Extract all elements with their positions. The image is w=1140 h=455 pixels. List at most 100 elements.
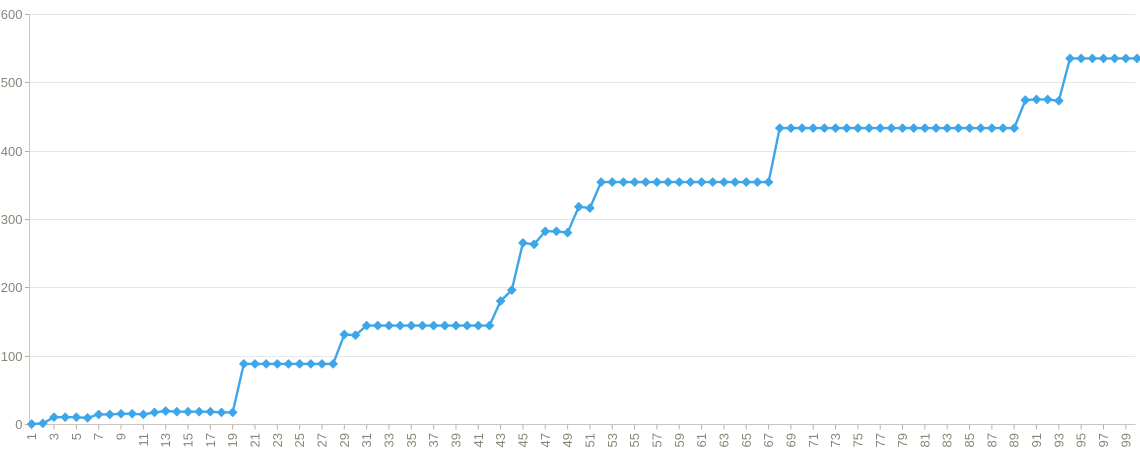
x-tick-label: 49	[560, 433, 575, 447]
data-point-marker	[1031, 94, 1042, 105]
data-point-marker	[328, 359, 338, 369]
data-point-marker	[507, 285, 517, 295]
data-point-marker	[27, 419, 37, 429]
data-point-marker	[786, 123, 796, 133]
data-point-marker	[663, 177, 673, 187]
data-point-marker	[819, 123, 830, 133]
x-tick-label: 13	[158, 433, 173, 447]
data-point-marker	[652, 177, 662, 187]
x-tick-label: 25	[292, 433, 307, 447]
data-point-marker	[1132, 53, 1140, 64]
data-point-marker	[149, 407, 160, 418]
data-point-marker	[1076, 53, 1086, 64]
x-tick-label: 43	[493, 433, 508, 447]
data-point-marker	[172, 407, 182, 417]
x-tick-label: 95	[1074, 433, 1089, 447]
data-point-marker	[495, 296, 506, 306]
data-point-marker	[730, 177, 740, 187]
data-point-marker	[484, 320, 495, 331]
x-tick-label: 9	[114, 433, 129, 440]
data-point-marker	[428, 320, 439, 331]
data-point-marker	[361, 320, 372, 331]
data-point-marker	[596, 177, 606, 187]
data-point-marker	[674, 177, 684, 187]
x-tick-label: 61	[694, 433, 709, 447]
x-tick-label: 81	[917, 433, 932, 447]
x-tick-label: 53	[605, 433, 620, 447]
data-point-marker	[931, 123, 941, 133]
x-tick-label: 97	[1096, 433, 1111, 447]
data-point-marker	[1121, 53, 1131, 64]
data-point-marker	[574, 202, 584, 212]
data-point-marker	[294, 359, 305, 369]
data-point-marker	[875, 123, 885, 133]
data-point-marker	[585, 203, 595, 213]
data-point-marker	[741, 177, 751, 187]
data-point-marker	[216, 407, 227, 418]
x-tick-label: 11	[136, 433, 151, 447]
data-point-marker	[71, 412, 82, 422]
data-point-marker	[261, 359, 271, 369]
data-point-marker	[1020, 95, 1031, 105]
x-tick-label: 87	[984, 433, 999, 447]
data-point-marker	[1042, 94, 1053, 105]
y-tick-label: 0	[15, 417, 22, 432]
data-point-marker	[909, 123, 919, 133]
x-tick-label: 57	[649, 433, 664, 447]
data-point-marker	[641, 177, 651, 187]
data-point-marker	[93, 409, 104, 420]
data-point-marker	[853, 123, 863, 133]
data-point-marker	[350, 330, 361, 340]
data-point-marker	[49, 412, 59, 422]
data-point-marker	[551, 226, 562, 236]
y-tick-label: 200	[1, 280, 23, 295]
data-point-marker	[685, 177, 696, 187]
x-tick-label: 77	[873, 433, 888, 447]
data-point-marker	[529, 239, 539, 249]
x-tick-label: 3	[47, 433, 62, 440]
data-point-marker	[864, 123, 874, 133]
data-point-marker	[462, 320, 472, 331]
x-tick-label: 35	[404, 433, 419, 447]
x-tick-label: 91	[1029, 433, 1044, 447]
data-point-marker	[775, 123, 785, 133]
data-point-marker	[194, 407, 204, 417]
data-point-marker	[82, 413, 93, 423]
data-point-marker	[953, 123, 964, 133]
data-point-marker	[127, 409, 137, 419]
data-point-marker	[842, 123, 852, 133]
x-tick-label: 39	[449, 433, 464, 447]
data-point-marker	[227, 407, 238, 418]
data-point-marker	[1098, 53, 1109, 64]
x-tick-label: 17	[203, 433, 218, 447]
x-tick-label: 33	[382, 433, 397, 447]
data-point-marker	[830, 123, 841, 133]
data-point-marker	[607, 177, 617, 187]
data-point-marker	[1054, 96, 1064, 106]
data-point-marker	[763, 177, 774, 187]
data-point-marker	[283, 359, 294, 369]
data-point-marker	[920, 123, 930, 133]
data-point-marker	[618, 177, 629, 187]
data-point-marker	[160, 406, 171, 416]
x-tick-label: 73	[828, 433, 843, 447]
data-point-marker	[116, 409, 126, 419]
data-point-marker	[518, 238, 528, 248]
data-point-marker	[797, 123, 807, 133]
data-point-marker	[998, 123, 1008, 133]
x-tick-label: 1	[24, 433, 39, 440]
x-tick-label: 47	[538, 433, 553, 447]
data-point-marker	[808, 123, 818, 133]
data-point-marker	[250, 359, 260, 369]
data-point-marker	[406, 320, 416, 331]
data-point-marker	[1109, 53, 1120, 64]
data-point-marker	[138, 409, 149, 420]
data-point-marker	[1087, 53, 1098, 64]
data-point-marker	[540, 226, 550, 236]
data-point-marker	[1065, 53, 1075, 64]
x-tick-label: 5	[69, 433, 84, 440]
x-tick-label: 55	[627, 433, 642, 447]
x-tick-label: 65	[739, 433, 754, 447]
data-point-marker	[272, 359, 283, 369]
